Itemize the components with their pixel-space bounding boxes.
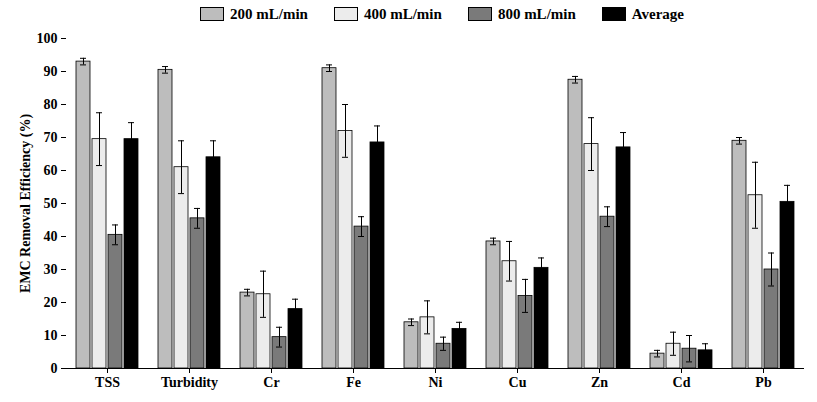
html-text:400 mL/min: 400 mL/min	[363, 5, 442, 22]
svg-text:10: 10	[44, 328, 58, 343]
svg-text:90: 90	[44, 64, 58, 79]
svg-text:60: 60	[44, 163, 58, 178]
svg-text:Pb: Pb	[755, 375, 772, 390]
svg-text:30: 30	[44, 262, 58, 277]
svg-text:Cd: Cd	[673, 375, 691, 390]
svg-text:Cu: Cu	[509, 375, 527, 390]
svg-text:Zn: Zn	[591, 375, 608, 390]
html-text:Average: Average	[631, 5, 684, 22]
svg-text:80: 80	[44, 97, 58, 112]
svg-text:Turbidity: Turbidity	[161, 375, 218, 390]
svg-text:EMC Removal Efficiency (%): EMC Removal Efficiency (%)	[18, 114, 34, 294]
svg-text:70: 70	[44, 130, 58, 145]
svg-text:50: 50	[44, 196, 58, 211]
svg-text:Fe: Fe	[346, 375, 361, 390]
svg-text:Ni: Ni	[429, 375, 443, 390]
svg-text:20: 20	[44, 295, 58, 310]
svg-text:40: 40	[44, 229, 58, 244]
svg-text:100: 100	[37, 31, 58, 46]
html-text:800 mL/min: 800 mL/min	[497, 5, 576, 22]
html-text:200 mL/min: 200 mL/min	[230, 5, 308, 22]
svg-text:Cr: Cr	[263, 375, 279, 390]
svg-text:0: 0	[51, 361, 58, 376]
svg-text:TSS: TSS	[95, 375, 120, 390]
